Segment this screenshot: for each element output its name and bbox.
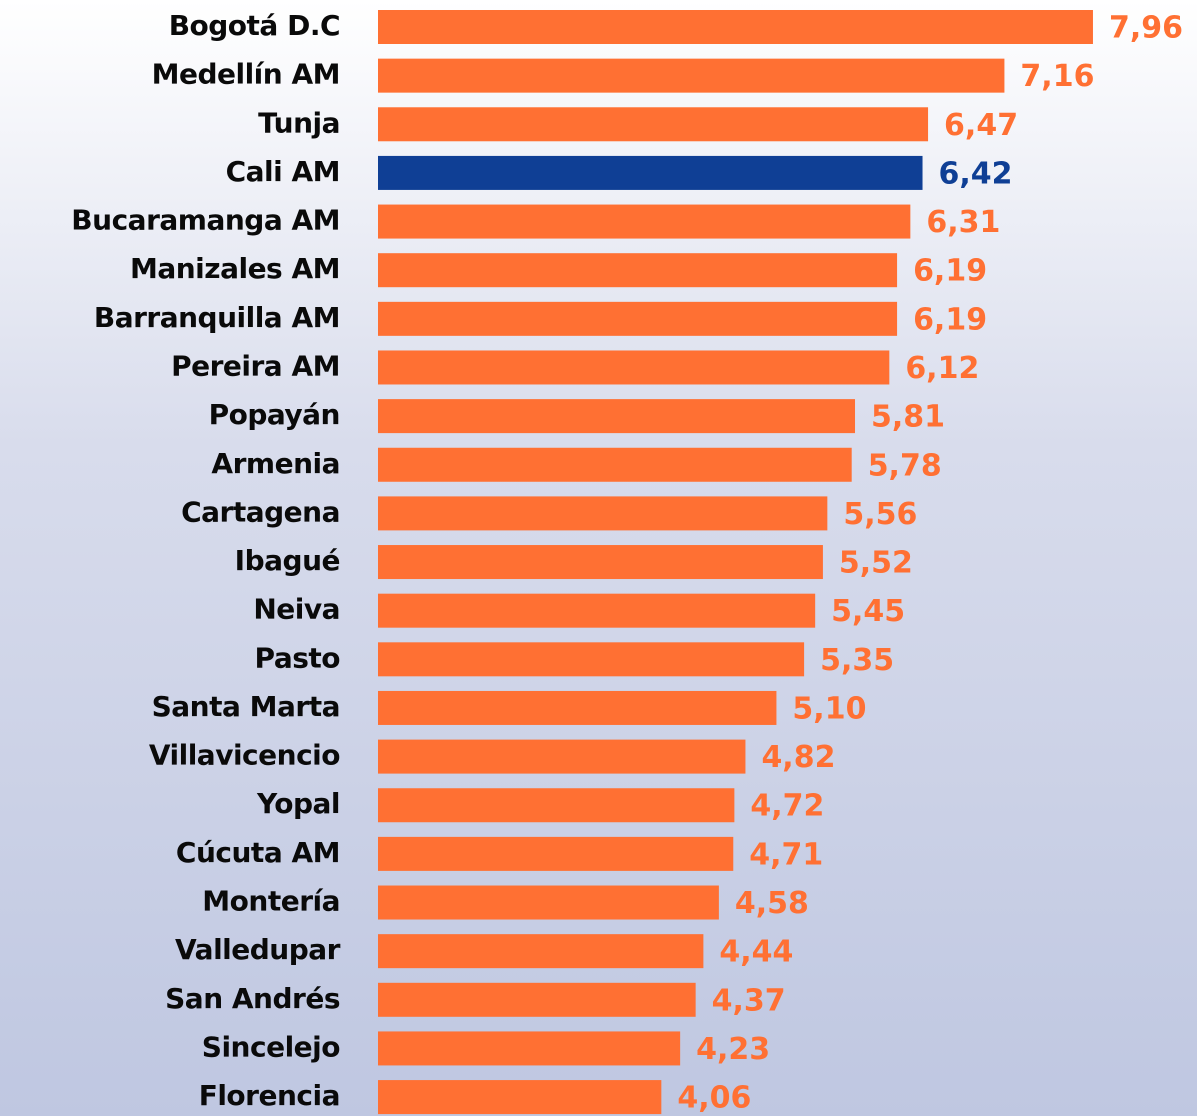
bar: [378, 545, 823, 580]
value-label: 5,56: [843, 497, 917, 532]
category-label: Barranquilla AM: [94, 301, 340, 334]
bar: [378, 739, 746, 774]
bar: [378, 642, 805, 677]
bar: [378, 982, 696, 1017]
value-label: 5,10: [792, 691, 866, 726]
value-label: 5,52: [839, 546, 913, 581]
value-label: 6,19: [913, 254, 987, 289]
value-label: 4,44: [719, 935, 793, 970]
category-label: Armenia: [211, 447, 340, 480]
bar: [378, 107, 929, 142]
value-label: 4,37: [712, 983, 786, 1018]
bar: [378, 690, 777, 725]
category-label: Bogotá D.C: [169, 9, 340, 42]
value-label: 5,81: [871, 400, 945, 435]
bar: [378, 593, 816, 628]
value-label: 7,96: [1109, 11, 1183, 46]
bar: [378, 496, 828, 531]
bar: [378, 204, 911, 239]
category-label: Sincelejo: [202, 1030, 340, 1063]
value-label: 4,23: [696, 1032, 770, 1067]
value-label: 5,78: [868, 448, 942, 483]
category-label: Bucaramanga AM: [71, 204, 340, 237]
value-label: 4,06: [677, 1081, 751, 1116]
bar: [378, 10, 1093, 44]
category-label: Villavicencio: [149, 739, 340, 772]
category-label: Pasto: [255, 641, 341, 674]
value-label: 6,42: [939, 156, 1013, 191]
value-label: 4,71: [749, 837, 823, 872]
bar: [378, 58, 1005, 93]
bar: [378, 1080, 662, 1115]
value-label: 6,12: [905, 351, 979, 386]
category-label: Ibagué: [235, 544, 340, 577]
bar: [378, 934, 704, 969]
category-label: Pereira AM: [171, 349, 340, 382]
bar: [378, 399, 856, 434]
category-label: San Andrés: [165, 982, 340, 1015]
bar: [378, 885, 719, 920]
category-label: Manizales AM: [130, 252, 340, 285]
category-label: Cúcuta AM: [176, 836, 340, 869]
value-label: 5,45: [831, 594, 905, 629]
category-label: Medellín AM: [152, 58, 340, 91]
bar: [378, 253, 898, 288]
category-label: Yopal: [256, 787, 340, 820]
category-label: Valledupar: [175, 933, 341, 966]
bar: [378, 155, 923, 190]
bar: [378, 447, 852, 482]
value-label: 6,47: [944, 108, 1018, 143]
bar: [378, 836, 734, 871]
bar: [378, 788, 735, 823]
value-label: 6,19: [913, 302, 987, 337]
category-label: Florencia: [199, 1079, 340, 1112]
value-label: 5,35: [820, 643, 894, 678]
category-label: Santa Marta: [152, 690, 340, 723]
bar: [378, 350, 890, 385]
category-label: Tunja: [258, 106, 340, 139]
category-label: Popayán: [209, 398, 340, 431]
category-label: Cali AM: [226, 155, 340, 188]
bar: [378, 301, 898, 336]
bar: [378, 1031, 681, 1066]
category-label: Cartagena: [181, 495, 340, 528]
value-label: 7,16: [1020, 59, 1094, 94]
value-label: 4,82: [761, 740, 835, 775]
category-label: Neiva: [253, 593, 340, 626]
value-label: 4,58: [735, 886, 809, 921]
value-label: 6,31: [926, 205, 1000, 240]
category-label: Montería: [202, 885, 340, 918]
value-label: 4,72: [750, 789, 824, 824]
